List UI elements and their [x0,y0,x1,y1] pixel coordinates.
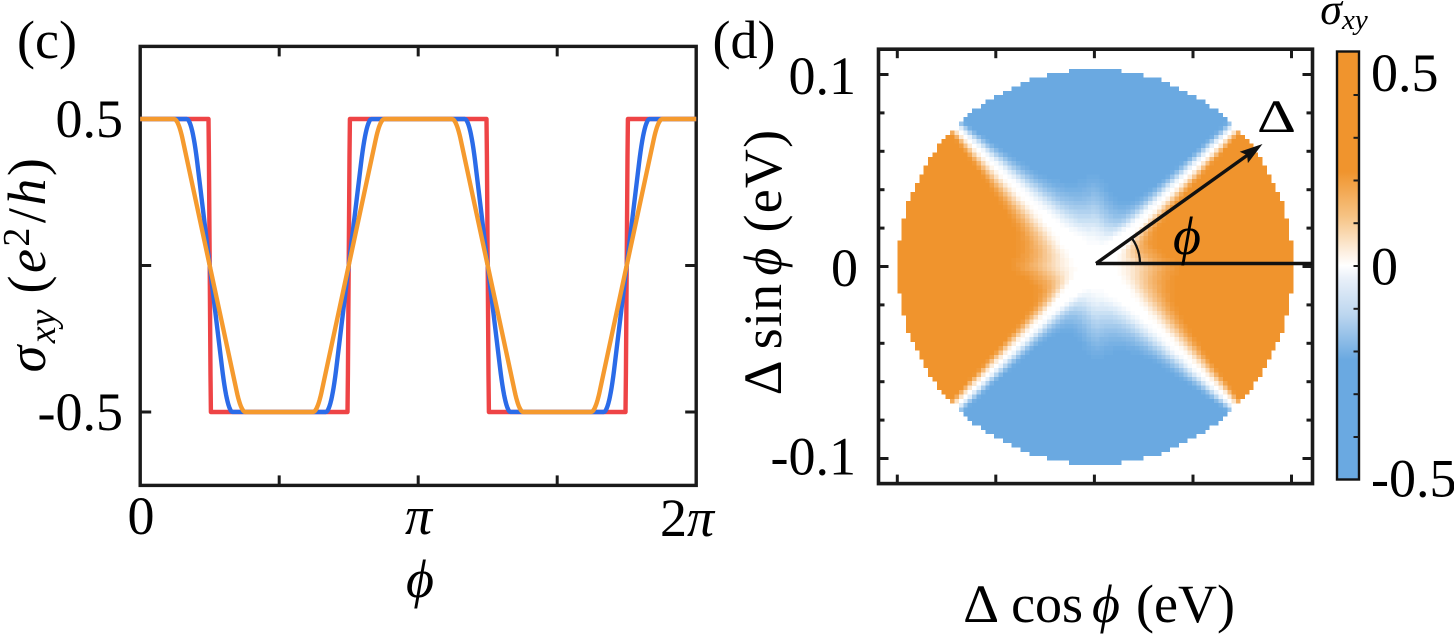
svg-text:(d): (d) [713,10,776,70]
svg-text:0: 0 [1371,237,1398,297]
svg-text:-0.5: -0.5 [1371,449,1454,509]
svg-text:-0.1: -0.1 [771,427,856,487]
svg-text:σxy(e2/h): σxy(e2/h) [0,156,64,373]
svg-text:0.1: 0.1 [789,46,857,106]
svg-text:0: 0 [128,486,155,546]
svg-text:2π: 2π [660,488,716,548]
svg-text:(c): (c) [17,10,77,70]
svg-text:Δ: Δ [1257,91,1296,143]
svg-text:0: 0 [831,238,858,298]
svg-text:σxy: σxy [1320,0,1368,36]
svg-text:ϕ: ϕ [406,549,434,609]
svg-text:ϕ: ϕ [1173,206,1201,266]
svg-text:Δsinϕ(eV): Δsinϕ(eV) [733,129,793,396]
svg-text:-0.5: -0.5 [38,382,123,442]
svg-text:π: π [405,486,434,546]
svg-text:0.5: 0.5 [1371,43,1439,103]
svg-text:0.5: 0.5 [56,89,124,149]
